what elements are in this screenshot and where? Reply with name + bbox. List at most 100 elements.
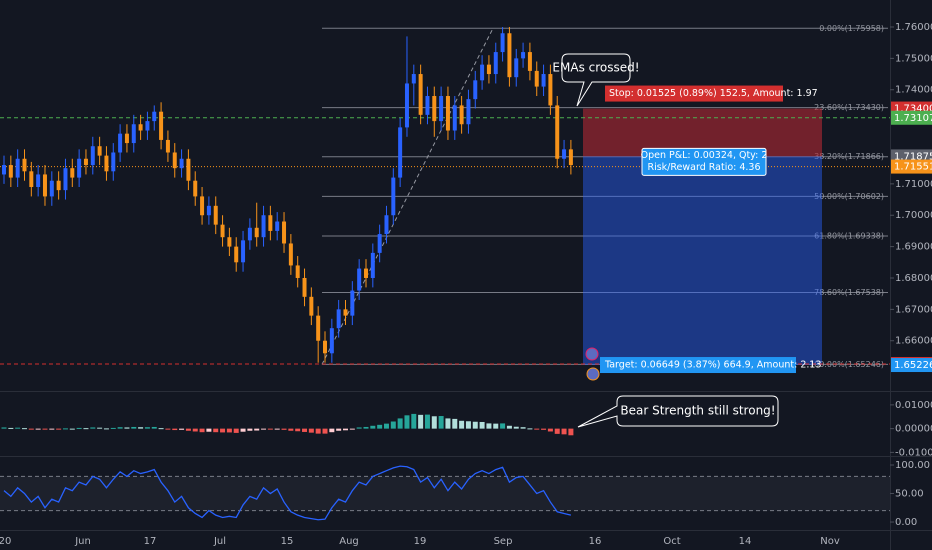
macd-bar (479, 421, 485, 429)
candle-body (172, 152, 177, 169)
macd-bar (390, 421, 396, 429)
alert-icon (586, 367, 600, 381)
macd-bar (42, 428, 48, 430)
candle-body (459, 105, 464, 125)
macd-bar (452, 418, 458, 429)
price-tag (891, 358, 932, 373)
candle-body (527, 52, 532, 71)
macd-bar (308, 428, 314, 433)
candle-body (56, 180, 61, 191)
candle-body (131, 124, 136, 144)
macd-bar (547, 428, 553, 432)
candle-body (49, 180, 54, 197)
macd-bar (404, 415, 410, 429)
macd-bar (281, 428, 287, 430)
y-tick-label: 0.00000 (895, 424, 932, 435)
macd-bar (418, 414, 424, 429)
candle-body (22, 158, 27, 172)
macd-bar (465, 421, 471, 429)
y-tick-label: 0.00 (895, 517, 917, 528)
candle-body (288, 243, 293, 266)
candle-body (83, 158, 88, 166)
candle-body (377, 234, 382, 253)
macd-bar (1, 427, 7, 429)
candle-body (343, 309, 348, 316)
macd-bar (233, 428, 239, 433)
candle-body (555, 105, 560, 159)
macd-bar (62, 428, 68, 430)
macd-bar (445, 418, 451, 429)
stoch-line (3, 465, 572, 521)
y-tick-label: 1.69000 (895, 242, 932, 253)
macd-bar (124, 427, 130, 429)
macd-bar (302, 428, 308, 432)
macd-bar (69, 428, 75, 430)
macd-bar (15, 427, 21, 429)
callout (577, 395, 779, 428)
macd-bar (424, 414, 430, 429)
fib-label: 50.00%(1.70602) (814, 192, 884, 201)
candle-body (329, 328, 334, 354)
rr-label: Risk/Reward Ratio: 4.36 (647, 162, 760, 173)
candle-body (186, 158, 191, 181)
candle-body (124, 133, 129, 144)
macd-bar (220, 428, 226, 433)
price-tag-label: 1.71551 (894, 162, 932, 173)
candle-body (323, 340, 328, 354)
macd-bar (295, 428, 301, 432)
candle-body (445, 96, 450, 131)
macd-bar (192, 428, 198, 432)
macd-bar (247, 428, 253, 431)
y-tick-label: 1.74000 (895, 85, 932, 96)
candle-body (466, 99, 471, 125)
target-zone (583, 156, 822, 366)
y-tick-label: 1.71000 (895, 179, 932, 190)
macd-bar (267, 428, 273, 430)
candle-body (350, 290, 355, 316)
macd-bar (56, 428, 62, 430)
candle-body (193, 180, 198, 197)
candle-body (70, 168, 75, 178)
candle-body (398, 127, 403, 178)
macd-bar (288, 428, 294, 431)
macd-bar (397, 418, 403, 429)
target-label: Target: 0.06649 (3.87%) 664.9, Amount: 2… (604, 360, 821, 371)
candle-body (63, 168, 68, 191)
fib-label: 0.00%(1.75958) (819, 24, 884, 33)
y-tick-label: 1.70000 (895, 210, 932, 221)
candle-body (261, 215, 266, 238)
candle-body (247, 227, 252, 241)
macd-bar (534, 428, 540, 430)
candle-body (534, 70, 539, 87)
candle-body (97, 146, 102, 156)
candle-body (486, 64, 491, 75)
candle-body (548, 74, 553, 106)
macd-bar (315, 428, 321, 434)
macd-bar (568, 428, 574, 436)
x-tick-label: Jun (74, 536, 91, 547)
callout-text: Bear Strength still strong! (620, 404, 775, 418)
candle-body (254, 227, 259, 238)
stop-label: Stop: 0.01525 (0.89%) 152.5, Amount: 1.9… (609, 88, 818, 99)
candle-body (138, 124, 143, 131)
macd-bar (76, 427, 82, 429)
macd-bar (97, 427, 103, 429)
macd-bar (131, 426, 137, 429)
macd-bar (459, 420, 465, 429)
candle-body (432, 96, 437, 122)
candle-body (29, 171, 34, 187)
macd-bar (138, 427, 144, 429)
candle-body (275, 221, 280, 231)
macd-bar (322, 428, 328, 434)
price-tag (891, 110, 932, 125)
candle-body (227, 237, 232, 247)
candle-body (118, 133, 123, 153)
macd-bar (21, 428, 27, 430)
y-tick-label: 1.75000 (895, 53, 932, 64)
alert-icon (585, 347, 599, 361)
candle-body (268, 215, 273, 231)
candle-body (90, 146, 95, 166)
macd-bar (363, 426, 369, 429)
